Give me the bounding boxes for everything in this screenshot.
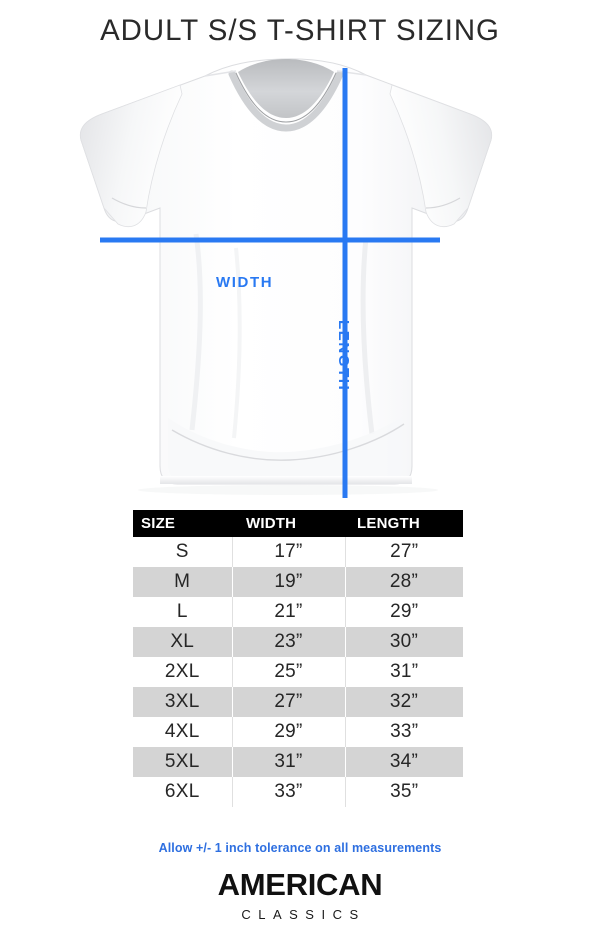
table-row: L 21” 29” [133,597,463,627]
column-header-width: WIDTH [232,510,345,537]
cell-width: 31” [232,747,346,777]
tshirt-graphic [79,58,493,498]
shoulder-seam-left [204,70,237,77]
cell-size: 4XL [133,717,233,747]
cell-size: L [133,597,233,627]
tolerance-note: Allow +/- 1 inch tolerance on all measur… [158,841,442,855]
table-row: 4XL 29” 33” [133,717,463,747]
width-label: WIDTH [216,274,274,291]
cell-length: 34” [345,747,464,777]
cell-width: 33” [232,777,346,807]
table-row: 6XL 33” 35” [133,777,463,807]
cell-size: 5XL [133,747,233,777]
table-row: M 19” 28” [133,567,464,597]
cell-length: 29” [345,597,463,627]
page-title: ADULT S/S T-SHIRT SIZING [100,14,500,47]
size-chart-body: S 17” 27” M 19” 28” L 21” 29” XL 23” 30”… [133,537,464,807]
cell-length: 28” [345,567,464,597]
shoulder-seam-right [336,70,367,76]
cell-width: 19” [232,567,346,597]
length-label: LENGTH [335,320,352,392]
cell-width: 17” [232,537,346,567]
cell-size: 3XL [133,687,233,717]
shirt-hem-band [160,476,412,484]
column-header-size: SIZE [133,510,232,537]
cell-size: 6XL [133,777,233,807]
shirt-sleeve-right [389,84,493,228]
brand-logo: AMERICAN CLASSICS [0,869,600,922]
fabric-fold-1 [189,233,203,431]
cell-length: 31” [345,657,463,687]
shirt-neck-opening [238,59,334,118]
shirt-hem-line [171,423,405,461]
cell-length: 32” [345,687,464,717]
size-chart-table: SIZE WIDTH LENGTH S 17” 27” M 19” 28” L … [133,510,464,807]
fabric-fold-3 [360,237,375,435]
shirt-collar-rib [228,70,344,132]
shirt-sleeve-left [79,84,183,228]
brand-tagline: CLASSICS [241,907,366,922]
cell-size: 2XL [133,657,233,687]
table-row: 3XL 27” 32” [133,687,464,717]
tshirt-illustration: WIDTH LENGTH [0,58,600,506]
cell-size: M [133,567,233,597]
cell-length: 30” [345,627,464,657]
size-chart-header: SIZE WIDTH LENGTH [133,510,463,537]
fabric-fold-2 [232,247,242,439]
shirt-body [79,58,493,485]
cell-size: S [133,537,233,567]
table-row: XL 23” 30” [133,627,464,657]
table-row: 2XL 25” 31” [133,657,463,687]
cell-width: 21” [232,597,346,627]
table-row: S 17” 27” [133,537,463,567]
cell-width: 29” [232,717,346,747]
cell-length: 33” [345,717,463,747]
cell-width: 25” [232,657,346,687]
cell-width: 23” [232,627,346,657]
sleeve-hem-left [111,197,147,209]
cell-width: 27” [232,687,346,717]
cell-length: 35” [345,777,463,807]
table-header-row: SIZE WIDTH LENGTH [133,510,463,537]
shirt-ground-shadow [138,485,438,495]
cell-size: XL [133,627,233,657]
page-title-container: ADULT S/S T-SHIRT SIZING [0,14,600,48]
column-header-length: LENGTH [345,510,463,537]
table-row: 5XL 31” 34” [133,747,464,777]
cell-length: 27” [345,537,463,567]
shirt-collar-line [235,72,337,123]
sleeve-hem-right [425,197,461,209]
brand-name: AMERICAN [217,867,383,902]
